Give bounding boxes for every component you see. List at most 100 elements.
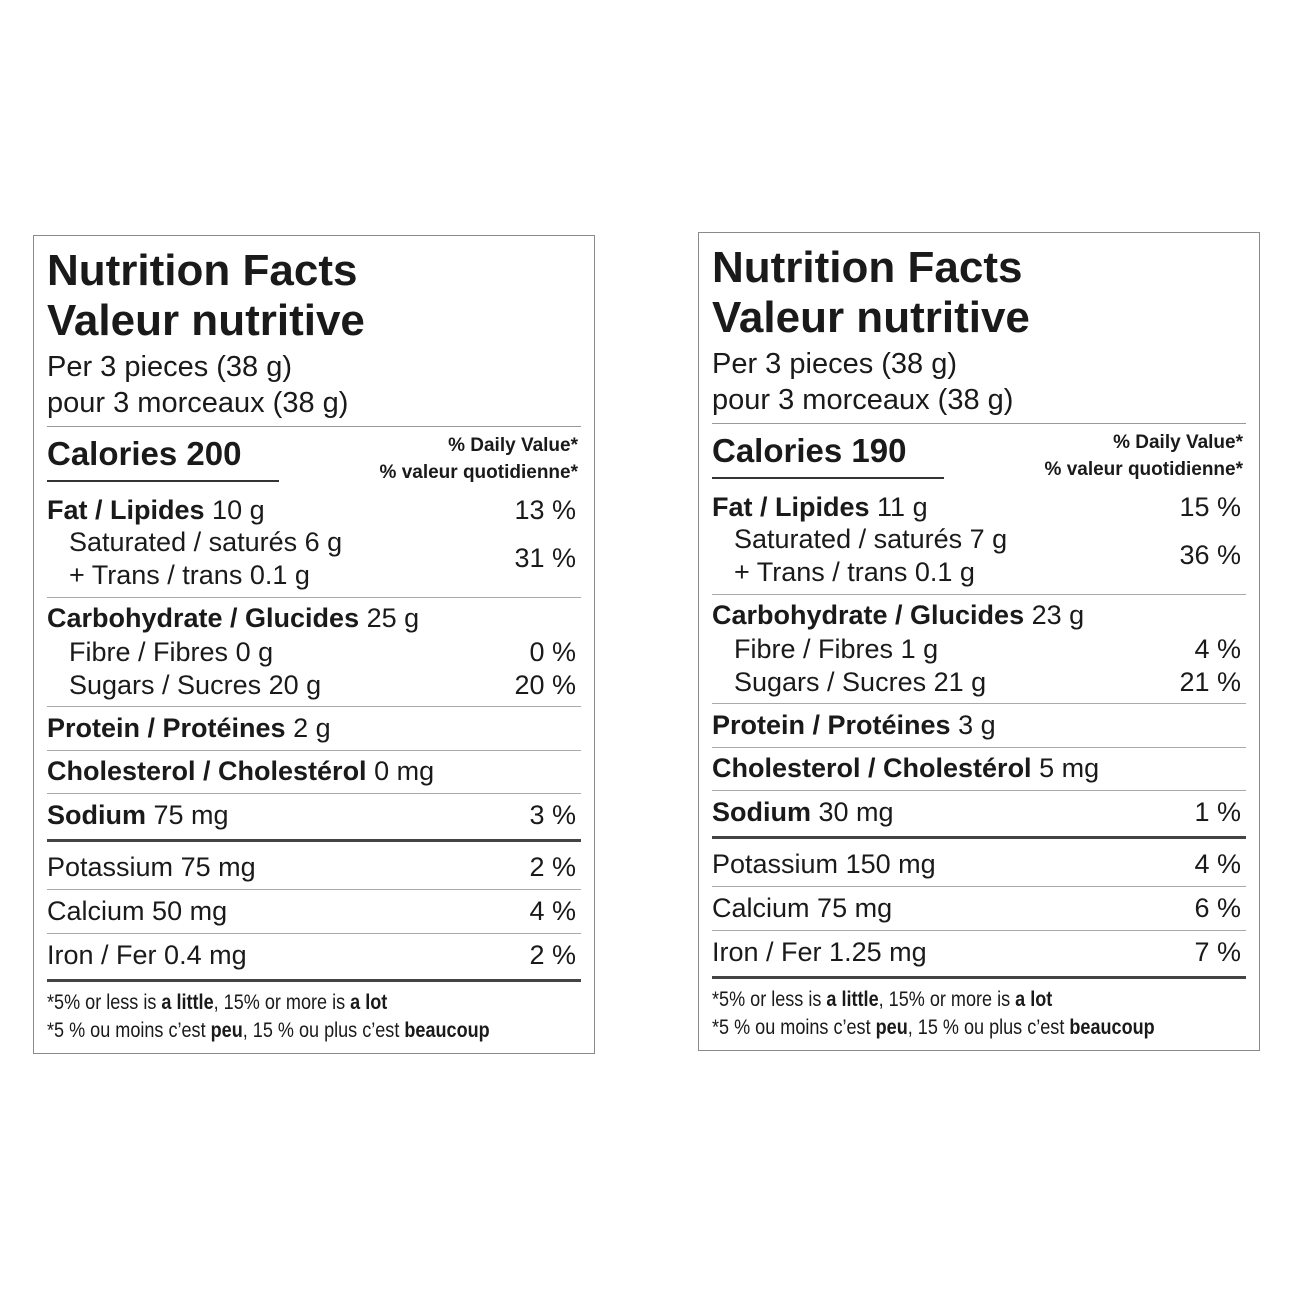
footnote-part: *5 % ou moins c’est — [712, 1016, 871, 1039]
calories-row: Calories 190 — [712, 431, 1241, 471]
daily-value-row: 36 % — [712, 538, 1241, 572]
nutrient-name: + Trans / trans — [69, 560, 243, 590]
nutrient-amount: 10 g — [212, 495, 265, 525]
nutrient-name: Fat / Lipides — [47, 495, 205, 525]
footnote-part: beaucoup — [404, 1019, 490, 1042]
rule — [47, 706, 581, 707]
nutrient-name: Potassium — [47, 852, 174, 882]
daily-value: 2 % — [529, 940, 576, 970]
serving-line: pour 3 morceaux (38 g) — [712, 382, 1241, 418]
nutrient-amount: 21 g — [933, 667, 987, 697]
daily-value: 0 % — [529, 637, 576, 667]
nutrient-amount: 5 mg — [1039, 753, 1100, 783]
serving-line: Per 3 pieces (38 g) — [47, 349, 576, 385]
daily-value: 20 % — [514, 670, 576, 700]
calories-value: 200 — [186, 435, 242, 472]
rule — [712, 703, 1246, 704]
nutrient-name: Fibre / Fibres — [734, 634, 894, 664]
daily-value: 4 % — [529, 896, 576, 926]
daily-value: 6 % — [1194, 893, 1241, 923]
nutrient-row: Potassium 75 mg 2 % — [47, 850, 576, 884]
title: Valeur nutritive — [712, 293, 1030, 342]
nutrient-amount: 0 g — [235, 637, 274, 667]
footnote-part: *5% or less is — [712, 988, 822, 1011]
footnote-part: , 15 % ou plus c’est — [242, 1019, 400, 1042]
rule — [47, 793, 581, 794]
serving: Per 3 pieces (38 g) — [712, 348, 958, 380]
footnote-part: peu — [875, 1016, 908, 1039]
nutrient-name: Fat / Lipides — [712, 492, 870, 522]
nutrient-amount: 1 g — [900, 634, 939, 664]
footnote-part: *5 % ou moins c’est — [47, 1019, 206, 1042]
rule — [712, 930, 1246, 931]
rule — [712, 790, 1246, 791]
nutrient-row: Iron / Fer 0.4 mg 2 % — [47, 938, 576, 972]
footnote-part: peu — [210, 1019, 243, 1042]
nutrient-amount: 11 g — [877, 492, 928, 522]
serving: pour 3 morceaux (38 g) — [47, 387, 349, 419]
daily-value-row: 31 % — [47, 541, 576, 575]
footnote-line: *5% or less is a little, 15% or more is … — [712, 987, 1052, 1013]
nutrient-amount: 20 g — [268, 670, 322, 700]
nutrient-name: Cholesterol / Cholestérol — [712, 753, 1032, 783]
daily-value: 2 % — [529, 852, 576, 882]
daily-value-text: % Daily Value* — [448, 435, 578, 456]
nutrient-name: Calcium — [712, 893, 810, 923]
nutrient-amount: 0.1 g — [249, 560, 310, 590]
nutrient-name: Cholesterol / Cholestérol — [47, 756, 367, 786]
rule — [47, 750, 581, 751]
daily-value: 36 % — [1179, 540, 1241, 570]
nutrient-row: Sugars / Sucres 21 g 21 % — [734, 665, 1241, 699]
nutrient-row: Saturated / saturés 7 g — [734, 522, 1241, 556]
nutrient-name: Saturated / saturés — [734, 524, 963, 554]
nutrient-amount: 6 g — [304, 527, 343, 557]
rule — [47, 839, 581, 842]
footnote-line: *5% or less is a little, 15% or more is … — [47, 990, 387, 1016]
nutrient-name: Iron / Fer — [47, 940, 157, 970]
daily-value: 31 % — [514, 543, 576, 573]
nutrient-name: Sugars / Sucres — [69, 670, 262, 700]
rule — [47, 979, 581, 982]
nutrient-name: Potassium — [712, 849, 839, 879]
nutrient-name: Carbohydrate / Glucides — [712, 600, 1025, 630]
title: Valeur nutritive — [47, 296, 365, 345]
serving: Per 3 pieces (38 g) — [47, 351, 293, 383]
footnote-part: a lot — [350, 991, 388, 1014]
nutrient-row: + Trans / trans 0.1 g — [734, 555, 1241, 589]
title: Nutrition Facts — [47, 246, 358, 295]
calories-value: 190 — [851, 432, 907, 469]
nutrient-amount: 7 g — [969, 524, 1008, 554]
daily-value-header: % valeur quotidienne* — [47, 460, 578, 486]
calories-label: Calories — [712, 432, 843, 469]
nutrient-name: Sodium — [712, 797, 811, 827]
nutrient-row: Protein / Protéines 3 g — [712, 708, 1241, 742]
daily-value: 7 % — [1194, 937, 1241, 967]
footnote-part: a little — [826, 988, 879, 1011]
nutrition-label: Nutrition Facts Valeur nutritive Per 3 pie… — [33, 235, 595, 1054]
nutrient-name: Fibre / Fibres — [69, 637, 229, 667]
rule — [712, 477, 944, 479]
nutrient-amount: 75 mg — [153, 800, 229, 830]
footnote-part: a little — [161, 991, 214, 1014]
nutrient-amount: 30 mg — [818, 797, 894, 827]
nutrient-name: Calcium — [47, 896, 145, 926]
nutrient-amount: 23 g — [1031, 600, 1085, 630]
daily-value: 21 % — [1179, 667, 1241, 697]
serving-line: pour 3 morceaux (38 g) — [47, 385, 576, 421]
nutrient-amount: 150 mg — [845, 849, 936, 879]
rule — [712, 423, 1246, 424]
daily-value-text: % valeur quotidienne* — [1044, 459, 1243, 480]
nutrient-row: Sodium 75 mg 3 % — [47, 798, 576, 832]
title: Nutrition Facts — [712, 243, 1023, 292]
nutrient-name: Iron / Fer — [712, 937, 822, 967]
nutrient-name: + Trans / trans — [734, 557, 908, 587]
nutrient-amount: 75 mg — [817, 893, 893, 923]
rule — [47, 933, 581, 934]
rule — [47, 480, 279, 482]
daily-value: 3 % — [529, 800, 576, 830]
nutrient-row: Fat / Lipides 11 g 15 % — [712, 490, 1241, 524]
title-line: Nutrition Facts — [47, 246, 576, 296]
nutrient-name: Sodium — [47, 800, 146, 830]
nutrient-amount: 0.1 g — [914, 557, 975, 587]
